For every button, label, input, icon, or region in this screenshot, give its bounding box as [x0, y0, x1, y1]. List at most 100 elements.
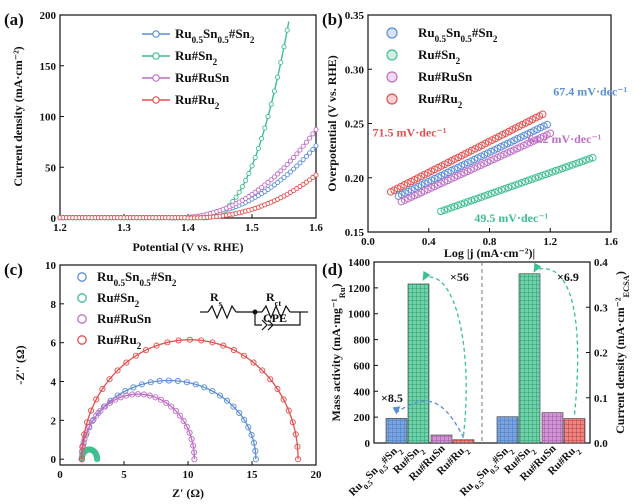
c-point-RuSn_mix	[183, 379, 190, 386]
d-category-label-left-RuSn2-part: 2	[418, 447, 427, 456]
a-point-RuSn2	[243, 177, 249, 183]
a-point-RuRuSn	[275, 171, 281, 177]
a-legend-marker-RuRuSn	[152, 74, 160, 82]
a-point-RuSn_mix	[294, 163, 300, 169]
b-point-RuSn2	[558, 164, 567, 173]
a-point-RuSn2	[259, 136, 265, 142]
b-point-RuSn2	[447, 204, 455, 212]
b-ylabel: Overpotential (V vs. RHE)	[325, 55, 339, 191]
c-ytick-label: 0	[51, 454, 57, 466]
d-bar-mass-RuRuSn	[430, 434, 453, 444]
c-legend-label-RuSn_mix-part: Ru	[97, 269, 114, 284]
c-point-RuRuSn	[97, 407, 104, 414]
c-xlabel: Z' (Ω)	[172, 486, 204, 500]
c-point-RuRu2	[186, 336, 193, 343]
a-point-RuSn_mix	[300, 157, 306, 163]
c-xtick-label: 20	[311, 469, 323, 481]
d-arrowhead-mid	[422, 270, 431, 281]
c-point-RuSn_mix	[192, 381, 199, 388]
b-xtick-label: 0.4	[422, 236, 436, 248]
d-left-ytick-label: 0	[365, 438, 371, 450]
b-legend-label-RuRuSn-part: Ru#RuSn	[418, 69, 473, 84]
c-point-RuRu2	[88, 407, 95, 414]
b-legend-label-RuRu2-part: 2	[458, 100, 463, 110]
b-point-RuSn_mix	[543, 120, 552, 129]
c-point-RuSn_mix	[230, 403, 237, 410]
d-left-ytick-label: 800	[354, 335, 371, 347]
d-bar-ecsa-RuSn_mix	[496, 416, 519, 444]
a-legend-label-RuSn_mix-part: #Sn	[229, 26, 251, 41]
a-point-RuSn_mix	[307, 150, 313, 156]
d-right-ytick-label: 0.1	[594, 393, 608, 405]
d-left-ytick-label: 400	[354, 386, 371, 398]
b-point-RuSn2	[545, 169, 553, 177]
b-panel-label: (b)	[322, 10, 343, 29]
c-point-RuSn_mix	[90, 416, 97, 423]
c-ytick-label: 8	[51, 299, 57, 311]
b-point-RuSn2	[528, 175, 536, 183]
c-legend-label-RuSn2: Ru#Sn2	[97, 290, 140, 309]
c-circuit-cpe	[267, 319, 274, 331]
a-point-RuSn2	[252, 154, 258, 161]
a-point-RuRuSn	[313, 126, 319, 133]
c-point-RuSn_mix	[138, 381, 145, 388]
c-circuit-rct-label: Rct	[266, 290, 281, 308]
c-point-RuSn_mix	[223, 397, 231, 404]
b-point-RuSn2	[507, 182, 516, 191]
b-point-RuRu2	[538, 110, 547, 119]
c-xtick-label: 10	[183, 469, 195, 481]
c-point-RuRu2	[114, 367, 121, 374]
b-legend-marker-RuRuSn	[386, 71, 398, 83]
c-point-RuRuSn	[152, 394, 159, 401]
b-legend-marker-RuSn_mix	[386, 27, 398, 39]
c-point-RuRuSn	[89, 417, 96, 424]
c-point-RuSn_mix	[174, 377, 181, 385]
c-point-RuSn_mix	[147, 379, 154, 386]
c-circuit-rs	[207, 304, 237, 320]
b-point-RuSn2	[561, 163, 570, 172]
d-ylabel-left: Mass activity (mA·mg⁻¹Ru)	[329, 284, 347, 422]
b-point-RuSn2	[443, 205, 452, 213]
c-point-RuRu2	[175, 337, 182, 344]
d-ylabel-left-part: Mass activity (mA·mg⁻¹	[329, 298, 343, 422]
c-point-RuRuSn	[157, 396, 165, 403]
c-point-RuSn2	[94, 456, 101, 463]
b-point-RuSn2	[548, 168, 557, 176]
c-circuit-cpe-label: CPE	[263, 311, 287, 325]
c-legend-label-RuSn_mix: Ru0.5Sn0.5#Sn2	[97, 269, 177, 288]
c-circuit-cpe	[261, 319, 268, 331]
a-legend-label-RuSn2: Ru#Sn2	[175, 48, 218, 67]
a-legend-label-RuRu2-part: 2	[215, 101, 220, 111]
a-point-RuRuSn	[291, 154, 297, 161]
b-point-RuSn2	[514, 180, 523, 188]
a-panel-label: (a)	[4, 10, 24, 29]
c-legend-label-RuRu2-part: Ru#Ru	[97, 332, 137, 347]
b-point-RuSn2	[565, 162, 573, 170]
c-point-RuRuSn	[163, 399, 170, 406]
c-point-RuRu2	[209, 339, 216, 346]
d-category-label-right-RuSn_mix-part: 2	[507, 447, 516, 456]
d-ylabel-right-part: )	[613, 271, 627, 275]
d-left-ytick-label: 200	[354, 412, 371, 424]
a-point-RuSn_mix	[297, 160, 303, 166]
a-point-RuRuSn	[281, 165, 287, 171]
d-left-ytick-label: 1200	[348, 283, 371, 295]
a-point-RuSn2	[239, 184, 245, 190]
b-point-RuSn2	[450, 202, 459, 211]
c-point-RuRuSn	[106, 399, 113, 406]
d-bar-ecsa-RuRuSn	[541, 412, 564, 444]
c-point-RuRuSn	[129, 391, 136, 398]
a-xtick-label: 1.2	[53, 222, 67, 234]
c-point-RuRu2	[132, 352, 139, 359]
c-point-RuRu2	[250, 359, 257, 366]
c-point-RuSn_mix	[130, 384, 137, 391]
c-point-RuRu2	[79, 443, 86, 450]
c-point-RuRu2	[289, 419, 296, 426]
b-ytick-label: 0.20	[345, 173, 365, 185]
a-point-RuSn_mix	[313, 143, 319, 149]
d-arrow-right	[535, 267, 579, 415]
c-circuit-rct-label-part: R	[266, 290, 275, 304]
a-point-RuSn2	[271, 88, 277, 94]
b-point-RuSn2	[460, 199, 469, 207]
a-point-RuRuSn	[271, 174, 277, 180]
